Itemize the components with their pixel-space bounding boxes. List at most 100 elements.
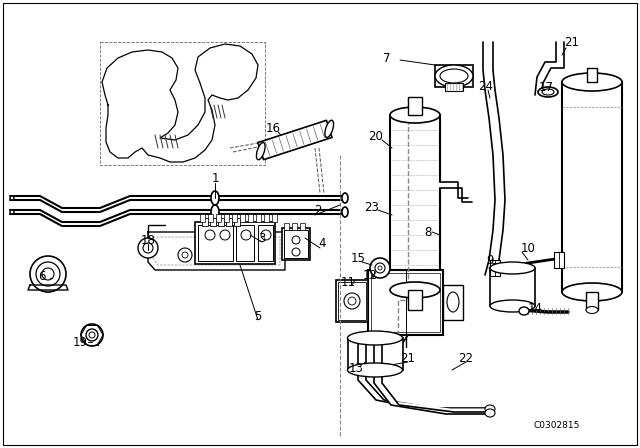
Text: 4: 4 (318, 237, 326, 250)
Bar (368, 270, 443, 335)
Bar (586, 292, 598, 310)
Text: 5: 5 (254, 310, 262, 323)
Bar (232, 214, 237, 222)
Ellipse shape (348, 363, 403, 377)
Text: 13: 13 (349, 362, 364, 375)
Ellipse shape (10, 196, 14, 200)
Bar (272, 214, 277, 222)
Bar (240, 214, 245, 222)
Text: 6: 6 (38, 270, 45, 283)
Circle shape (178, 248, 192, 262)
Circle shape (375, 263, 385, 273)
Polygon shape (148, 232, 285, 270)
Circle shape (42, 268, 54, 280)
Ellipse shape (390, 107, 440, 123)
Text: 22: 22 (458, 352, 474, 365)
Bar (587, 68, 597, 82)
Ellipse shape (562, 283, 622, 301)
Text: 3: 3 (259, 232, 266, 245)
Ellipse shape (342, 193, 348, 203)
Bar (338, 282, 366, 320)
Ellipse shape (562, 73, 622, 91)
Bar (554, 252, 564, 268)
Bar (443, 285, 463, 320)
Ellipse shape (435, 65, 473, 87)
Bar (562, 82, 622, 292)
Bar (445, 83, 463, 91)
Text: 2: 2 (314, 203, 322, 216)
Text: 12: 12 (362, 268, 378, 281)
Bar (371, 273, 440, 332)
Circle shape (241, 230, 251, 240)
Ellipse shape (211, 205, 219, 219)
Bar (216, 214, 221, 222)
Bar (408, 290, 422, 310)
Circle shape (36, 262, 60, 286)
Circle shape (89, 332, 95, 338)
Text: 19: 19 (72, 336, 88, 349)
Circle shape (237, 252, 243, 258)
Ellipse shape (390, 282, 440, 298)
Ellipse shape (440, 69, 468, 83)
Circle shape (292, 248, 300, 256)
Circle shape (182, 252, 188, 258)
Ellipse shape (586, 306, 598, 314)
Bar (202, 218, 208, 226)
Bar (300, 223, 305, 230)
Ellipse shape (542, 89, 554, 95)
Text: 10: 10 (520, 241, 536, 254)
Ellipse shape (348, 331, 403, 345)
Ellipse shape (257, 142, 265, 160)
Ellipse shape (342, 207, 348, 217)
Polygon shape (102, 44, 258, 162)
Circle shape (378, 266, 382, 270)
Text: 9: 9 (486, 254, 493, 267)
Circle shape (30, 256, 66, 292)
Bar (284, 223, 289, 230)
Bar (490, 268, 535, 306)
Bar (200, 214, 205, 222)
Polygon shape (258, 121, 332, 159)
Ellipse shape (490, 300, 535, 312)
Bar (248, 214, 253, 222)
Text: 8: 8 (424, 225, 432, 238)
Bar (264, 214, 269, 222)
Ellipse shape (490, 262, 535, 274)
Bar (256, 214, 261, 222)
Text: 11: 11 (340, 276, 355, 289)
Circle shape (81, 324, 103, 346)
Ellipse shape (485, 405, 495, 413)
Text: 18: 18 (141, 233, 156, 246)
Bar (408, 97, 422, 115)
Text: 7: 7 (383, 52, 391, 65)
Circle shape (348, 297, 356, 305)
Circle shape (344, 293, 360, 309)
Bar (348, 338, 403, 370)
Bar (224, 214, 229, 222)
Bar (490, 260, 500, 276)
Ellipse shape (368, 352, 376, 358)
Circle shape (205, 230, 215, 240)
Text: 15: 15 (351, 251, 365, 264)
Bar (198, 225, 233, 261)
Ellipse shape (447, 292, 459, 312)
Bar (258, 225, 273, 261)
Bar (226, 218, 232, 226)
Bar (284, 230, 308, 258)
Bar (208, 214, 213, 222)
Bar (210, 218, 216, 226)
Text: 24: 24 (479, 79, 493, 92)
Circle shape (138, 238, 158, 258)
Ellipse shape (211, 191, 219, 205)
Ellipse shape (519, 307, 529, 315)
Circle shape (261, 230, 271, 240)
Text: 1: 1 (211, 172, 219, 185)
Circle shape (370, 258, 390, 278)
Bar (236, 225, 254, 261)
Circle shape (292, 236, 300, 244)
Text: 21: 21 (401, 352, 415, 365)
Circle shape (143, 243, 153, 253)
Ellipse shape (485, 409, 495, 417)
Bar (390, 115, 440, 290)
Circle shape (233, 248, 247, 262)
